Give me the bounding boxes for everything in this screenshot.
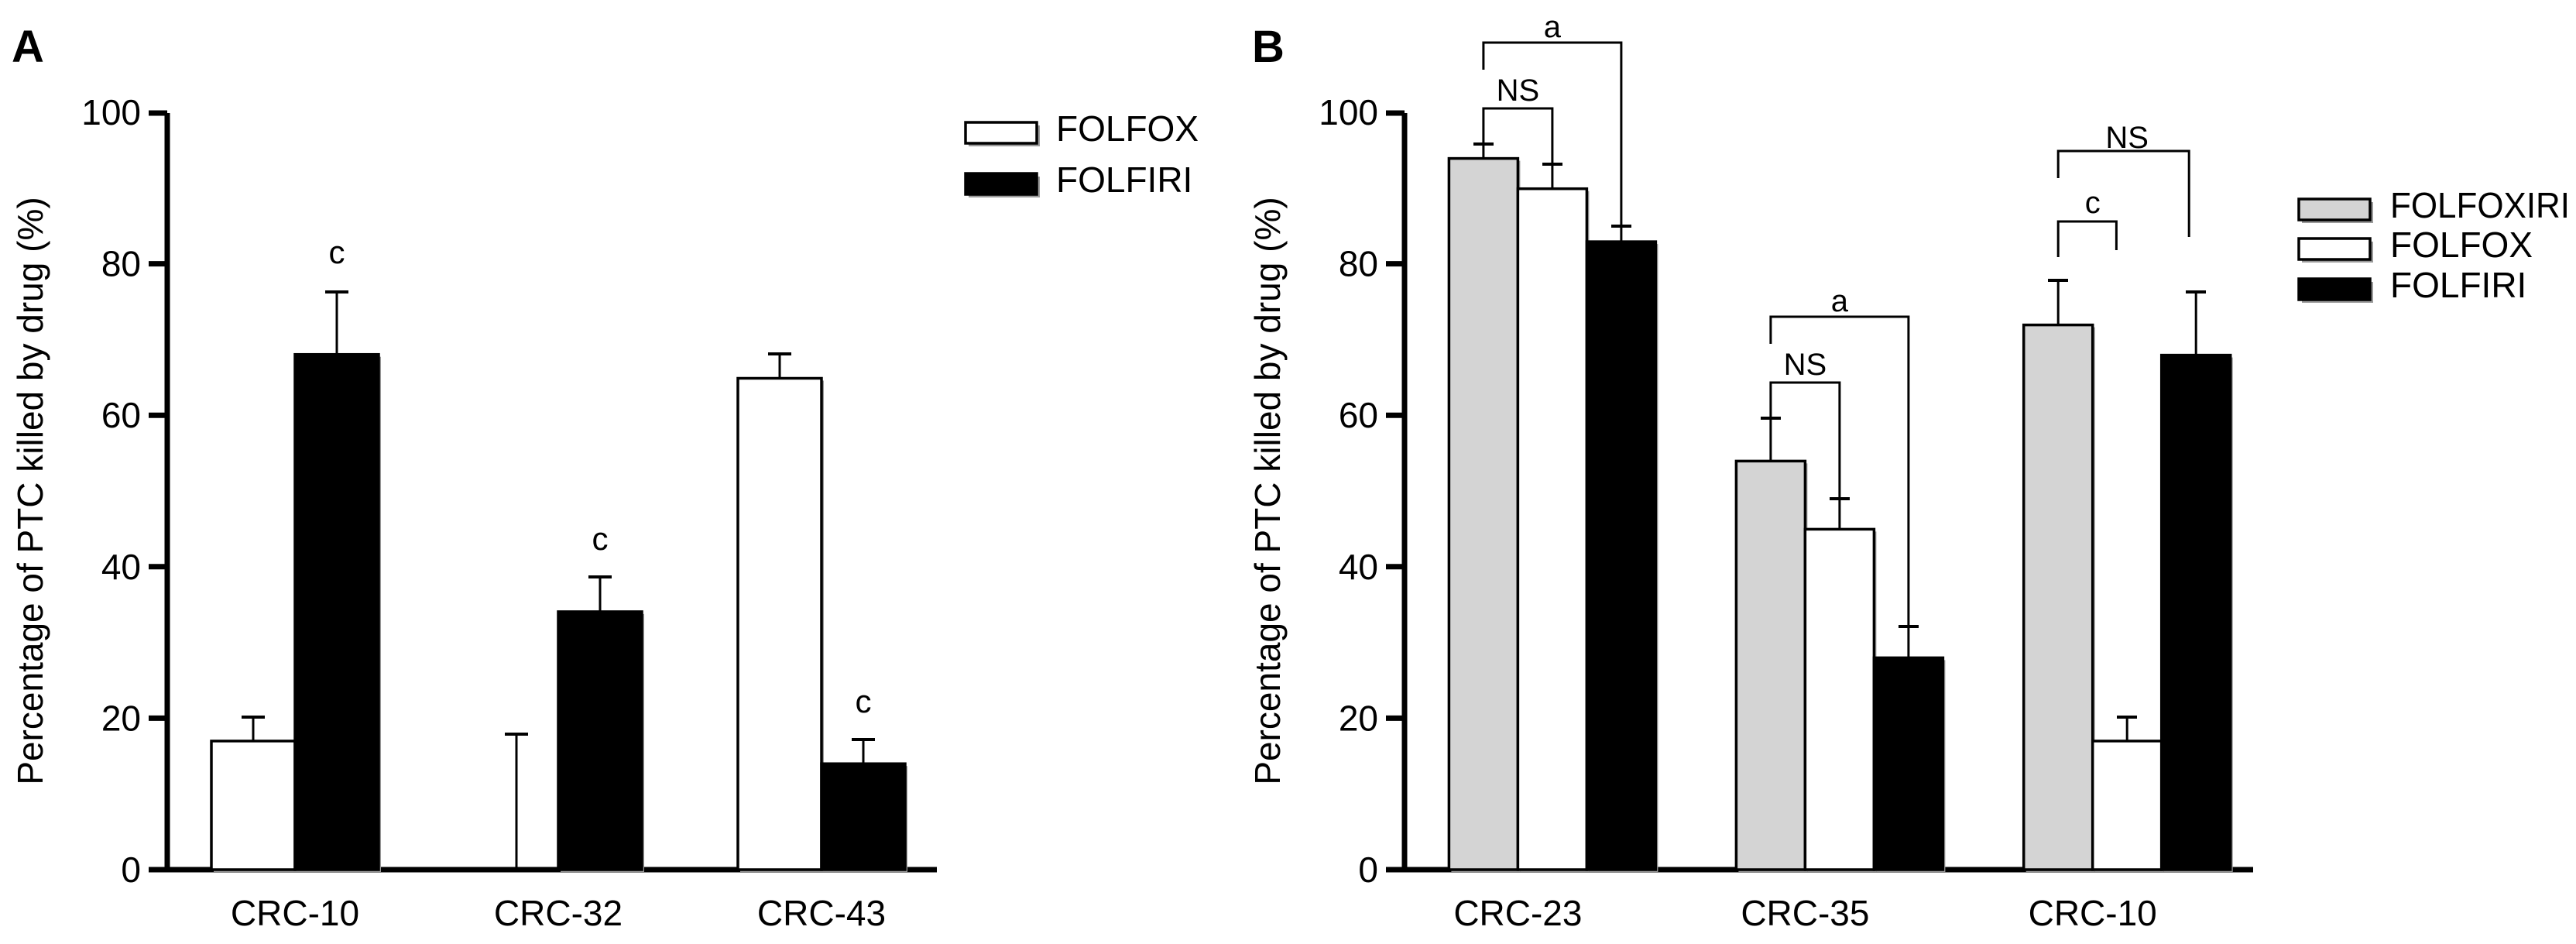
svg-text:40: 40 — [101, 547, 141, 587]
svg-text:40: 40 — [1339, 547, 1378, 587]
svg-text:20: 20 — [101, 698, 141, 738]
svg-text:CRC-43: CRC-43 — [757, 893, 886, 933]
svg-text:c: c — [2085, 186, 2101, 220]
svg-text:A: A — [12, 22, 44, 72]
svg-text:c: c — [329, 234, 345, 270]
svg-text:60: 60 — [101, 395, 141, 435]
svg-text:CRC-10: CRC-10 — [231, 893, 359, 933]
svg-text:FOLFOX: FOLFOX — [2390, 225, 2533, 265]
svg-text:0: 0 — [1358, 850, 1378, 890]
svg-text:CRC-10: CRC-10 — [2029, 893, 2157, 933]
svg-text:NS: NS — [2105, 121, 2149, 155]
svg-text:a: a — [1831, 284, 1849, 318]
svg-text:CRC-23: CRC-23 — [1453, 893, 1582, 933]
svg-text:FOLFOX: FOLFOX — [1056, 108, 1199, 149]
svg-text:0: 0 — [121, 850, 141, 890]
svg-text:80: 80 — [1339, 244, 1378, 284]
svg-text:80: 80 — [101, 244, 141, 284]
svg-text:CRC-35: CRC-35 — [1741, 893, 1869, 933]
svg-text:FOLFOXIRI: FOLFOXIRI — [2390, 185, 2570, 225]
svg-text:NS: NS — [1497, 74, 1540, 108]
svg-text:CRC-32: CRC-32 — [494, 893, 623, 933]
svg-text:20: 20 — [1339, 698, 1378, 738]
svg-text:c: c — [592, 520, 609, 557]
svg-text:c: c — [856, 683, 872, 719]
svg-text:60: 60 — [1339, 395, 1378, 435]
svg-text:Percentage of PTC killed by dr: Percentage of PTC killed by drug (%) — [1247, 197, 1288, 784]
svg-text:FOLFIRI: FOLFIRI — [2390, 265, 2526, 305]
svg-text:B: B — [1252, 22, 1285, 72]
svg-text:NS: NS — [1784, 348, 1827, 382]
svg-text:100: 100 — [1319, 92, 1378, 132]
svg-text:100: 100 — [81, 92, 141, 132]
svg-text:Percentage of PTC killed by dr: Percentage of PTC killed by drug (%) — [10, 197, 50, 784]
svg-text:a: a — [1544, 10, 1562, 44]
svg-text:FOLFIRI: FOLFIRI — [1056, 160, 1192, 200]
